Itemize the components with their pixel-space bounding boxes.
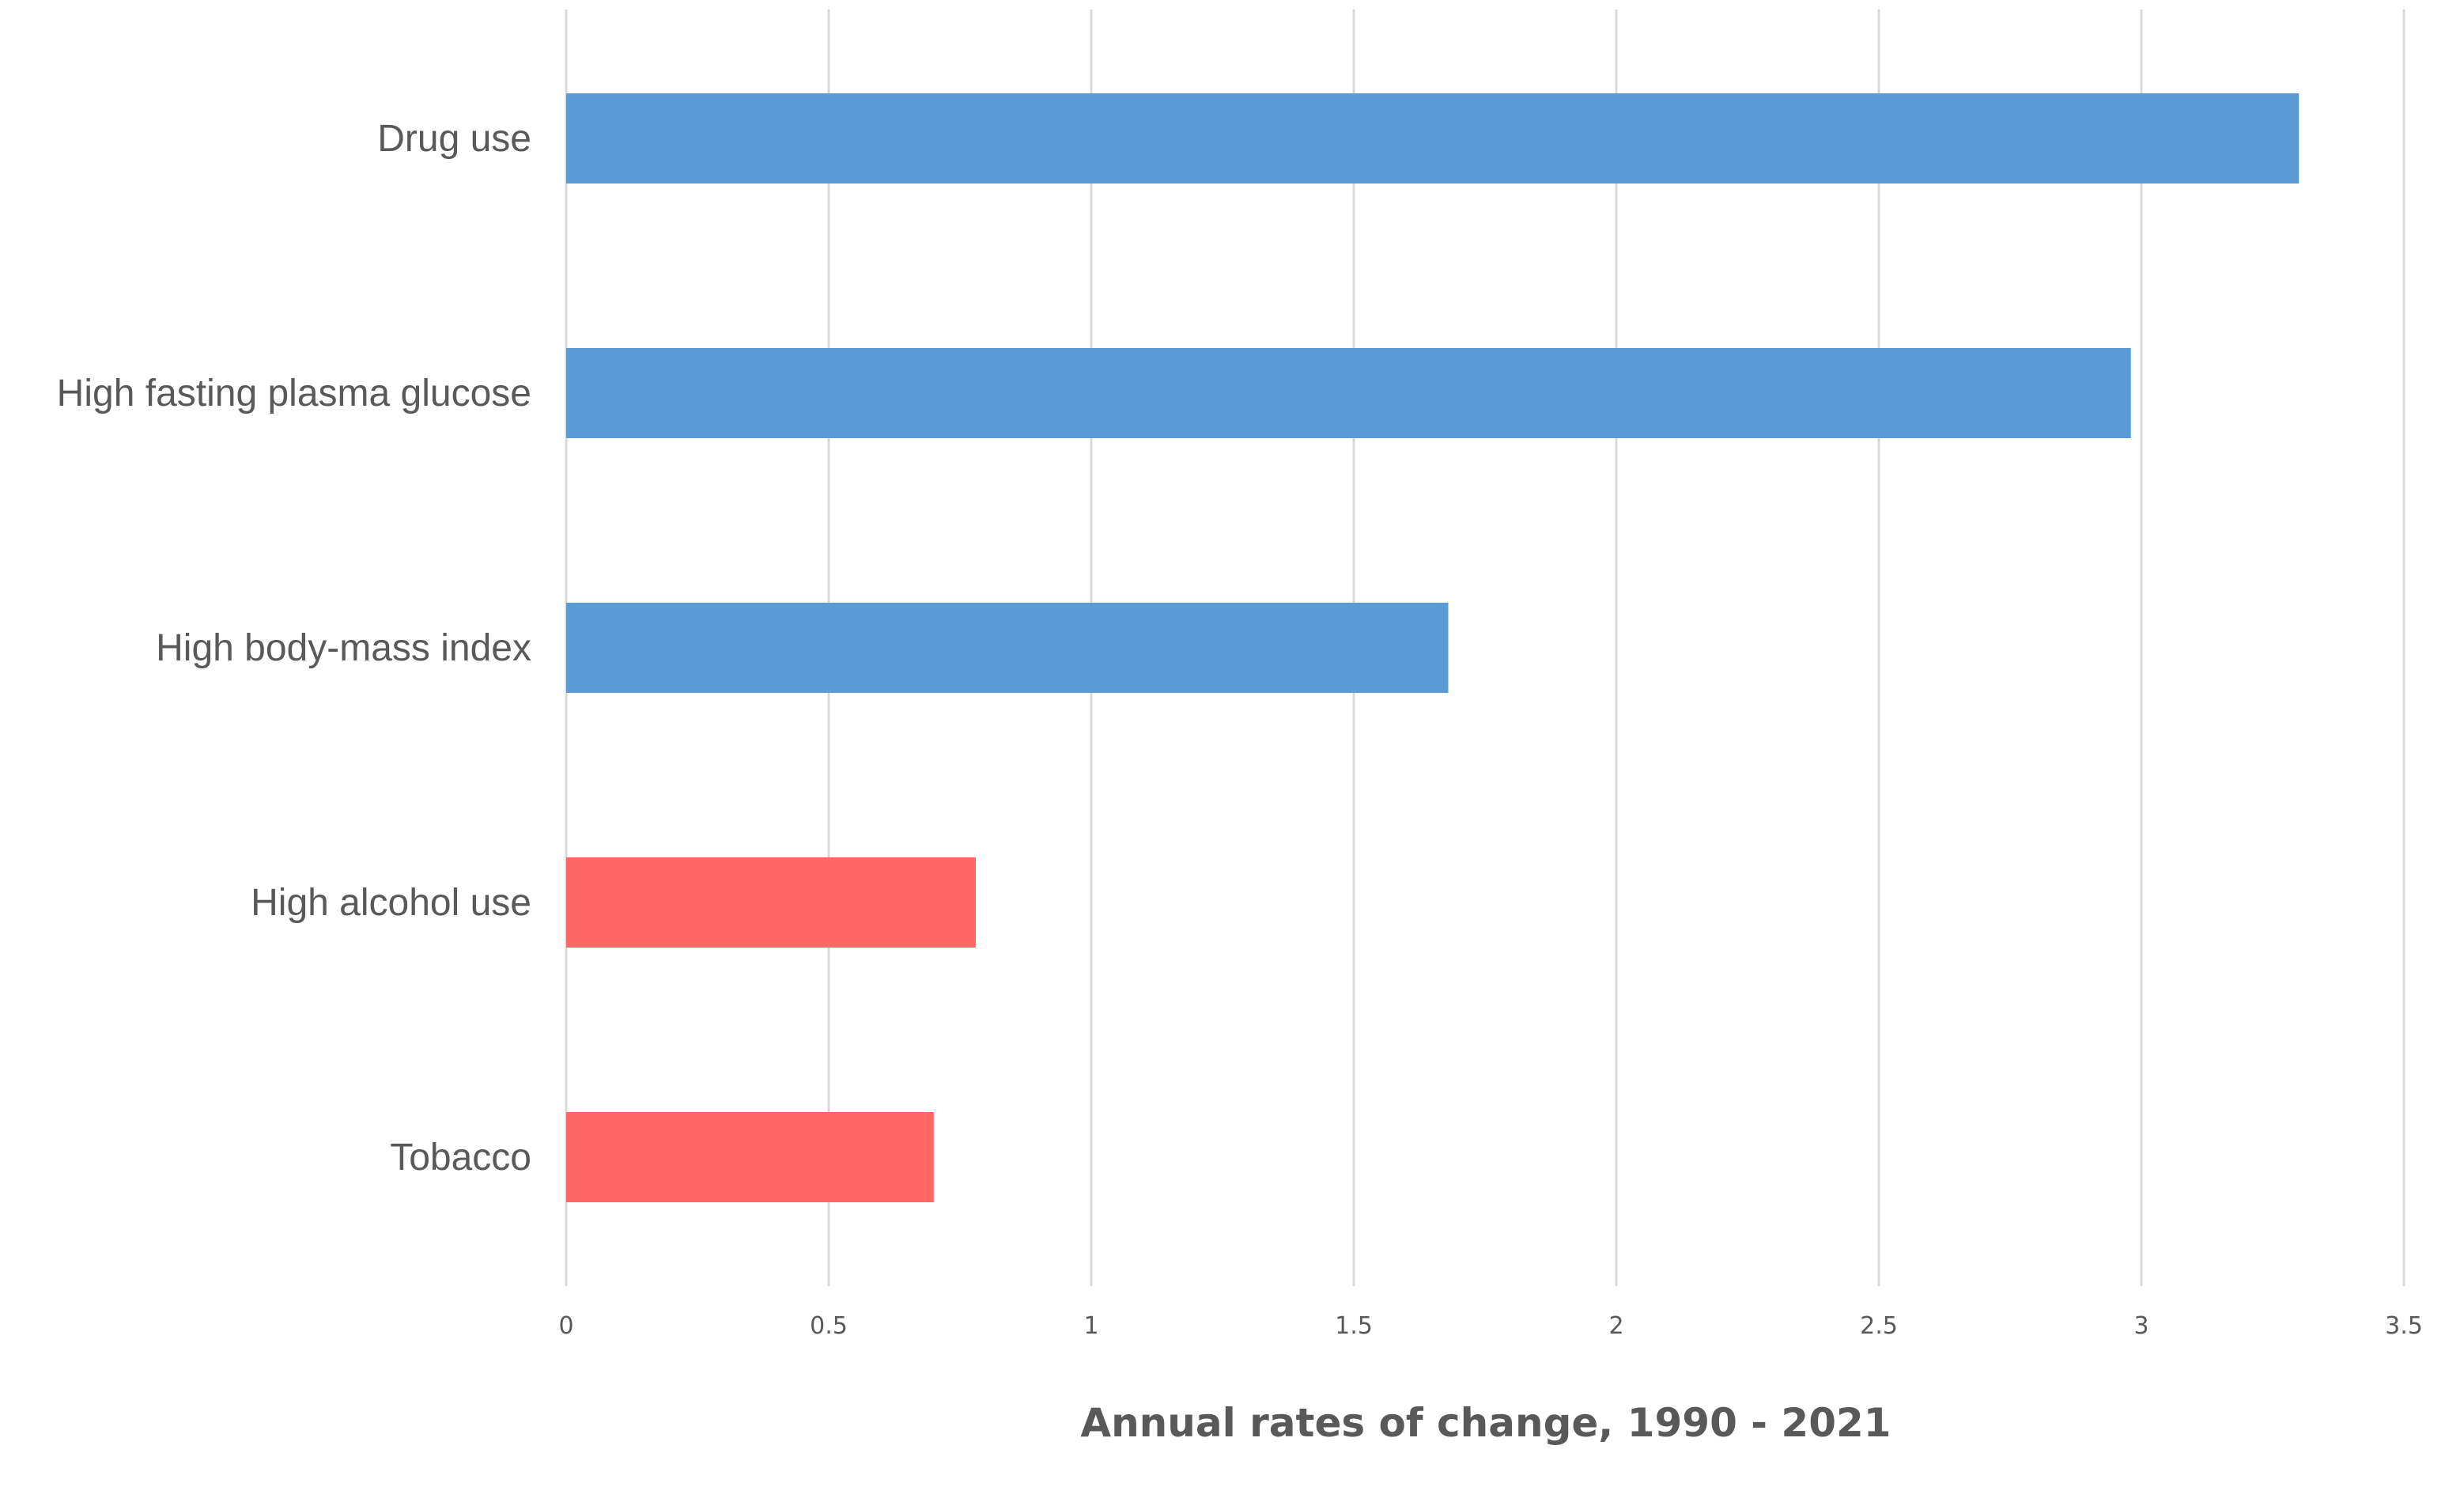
category-label: High fasting plasma glucose bbox=[57, 373, 531, 414]
x-tick-label: 2 bbox=[1608, 1312, 1623, 1340]
category-labels: Drug use High fasting plasma glucose High … bbox=[57, 118, 531, 1179]
category-label: Drug use bbox=[377, 118, 531, 160]
x-tick-labels: 0 0.5 1 1.5 2 2.5 3 3.5 bbox=[558, 1312, 2422, 1340]
bar bbox=[566, 857, 976, 948]
x-tick-label: 1.5 bbox=[1335, 1312, 1373, 1340]
bar bbox=[566, 1112, 934, 1202]
x-tick-label: 0.5 bbox=[810, 1312, 848, 1340]
bars bbox=[566, 93, 2300, 1202]
bar bbox=[566, 603, 1449, 693]
x-axis-title: Annual rates of change, 1990 - 2021 bbox=[1080, 1400, 1891, 1446]
x-tick-label: 3.5 bbox=[2385, 1312, 2423, 1340]
x-tick-label: 1 bbox=[1083, 1312, 1098, 1340]
category-label: High alcohol use bbox=[251, 882, 531, 924]
bar bbox=[566, 348, 2131, 438]
category-label: Tobacco bbox=[390, 1137, 531, 1179]
bar bbox=[566, 93, 2300, 184]
category-label: High body-mass index bbox=[156, 627, 531, 669]
x-tick-label: 2.5 bbox=[1860, 1312, 1898, 1340]
x-tick-label: 3 bbox=[2133, 1312, 2148, 1340]
x-tick-label: 0 bbox=[558, 1312, 573, 1340]
